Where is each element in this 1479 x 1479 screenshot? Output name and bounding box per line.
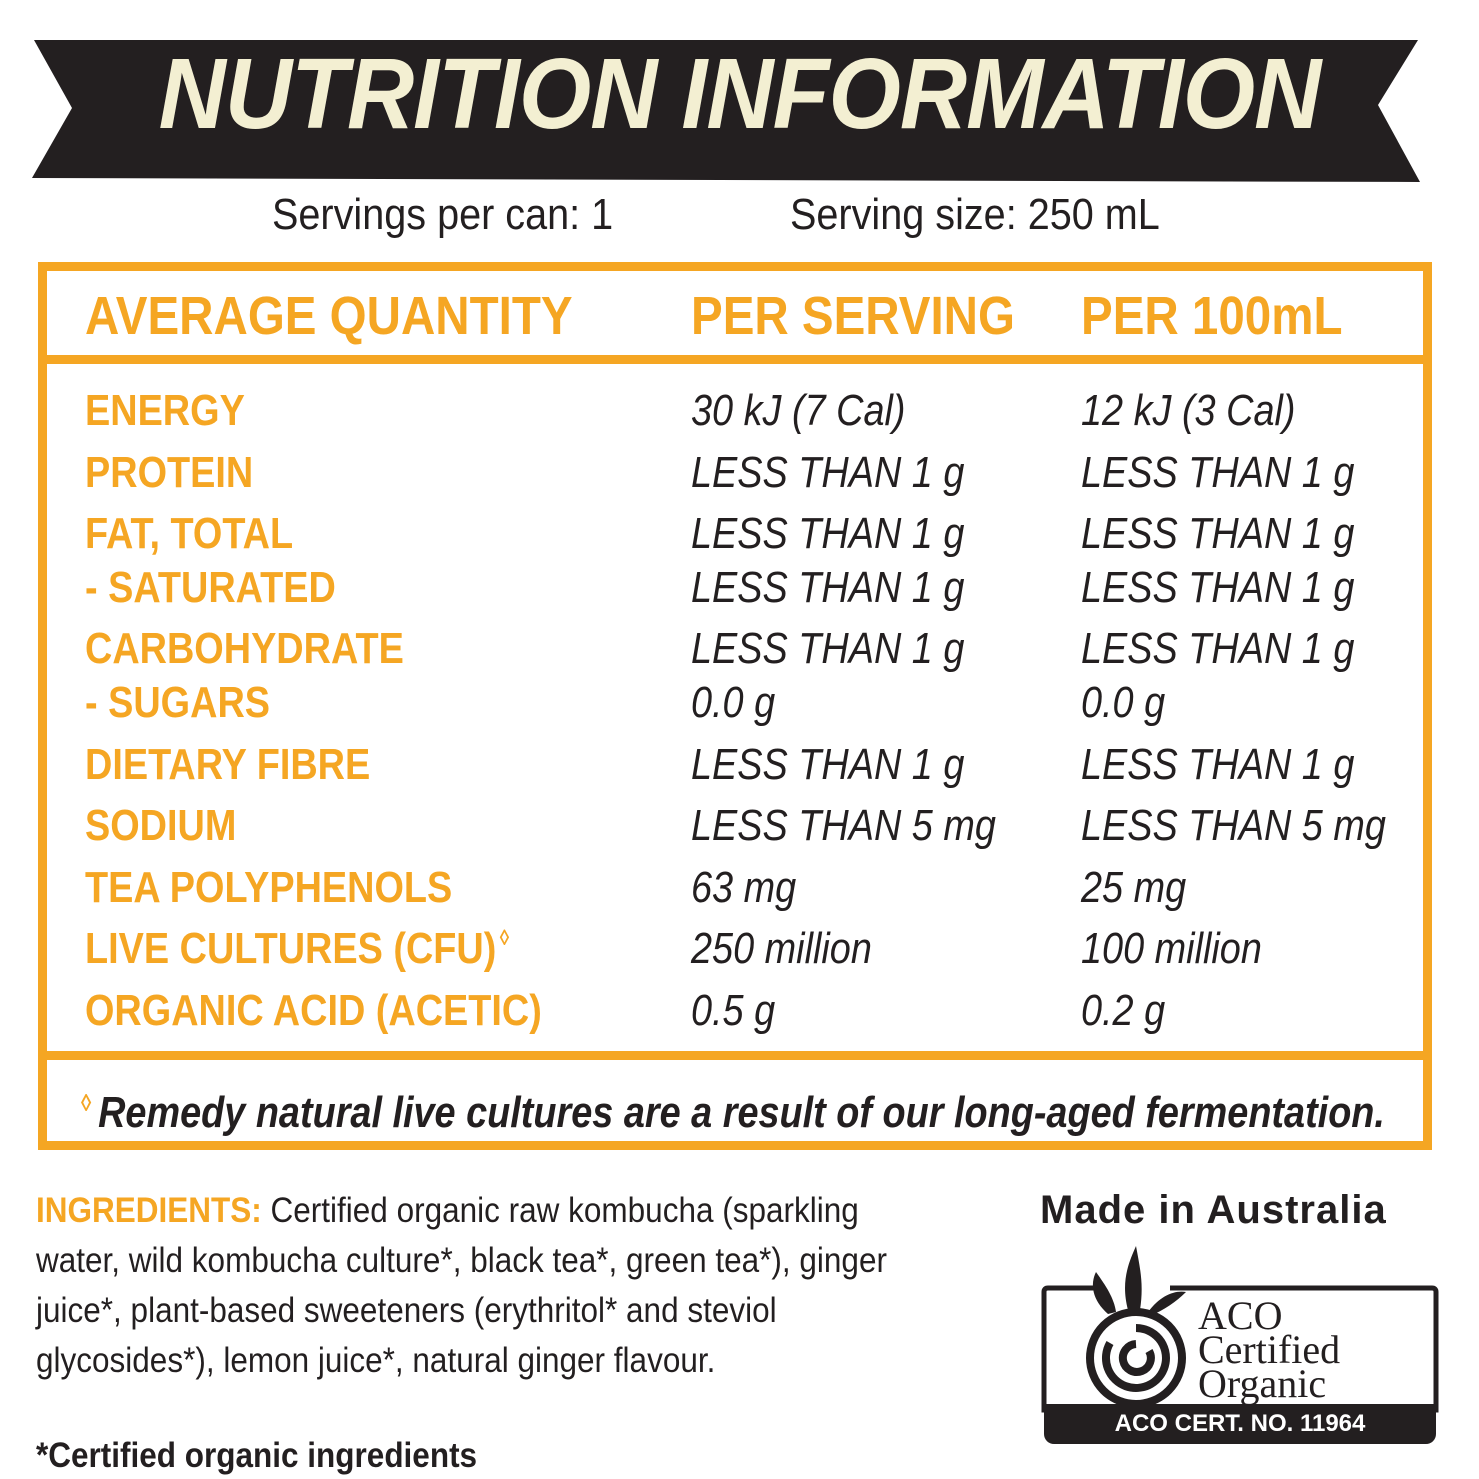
nutrient-label: ORGANIC ACID (ACETIC) [85,986,542,1035]
nutrient-label: SODIUM [85,801,237,850]
footnote-divider [47,1051,1423,1060]
per-100ml-value: 100 million [1081,924,1262,973]
nutrient-label: - SATURATED [85,563,336,612]
per-serving-value: 250 million [691,924,872,973]
serving-size: Serving size: 250 mL [790,190,1160,239]
per-100ml-value: LESS THAN 1 g [1081,448,1355,497]
nutrient-label: TEA POLYPHENOLS [85,863,453,912]
footnote-text: Remedy natural live cultures are a resul… [98,1088,1385,1137]
table-row: TEA POLYPHENOLS 63 mg 25 mg [47,866,1423,924]
ingredients-label: INGREDIENTS: [36,1191,262,1230]
table-row: LIVE CULTURES (CFU) ◊ 250 million 100 mil… [47,927,1423,985]
aco-line-3: Organic [1198,1361,1327,1406]
table-row: ORGANIC ACID (ACETIC) 0.5 g 0.2 g [47,989,1423,1047]
banner-ribbon-shape [32,40,1420,182]
nutrient-label-text: LIVE CULTURES (CFU) [85,924,497,973]
aco-certified-logo: ACO Certified Organic ACO CERT. NO. 1196… [1040,1240,1440,1450]
aco-line-1: ACO [1198,1293,1283,1338]
aco-cert-number: ACO CERT. NO. 11964 [1044,1404,1436,1444]
per-serving-value: LESS THAN 5 mg [691,801,996,850]
per-serving-value: 30 kJ (7 Cal) [691,386,906,435]
nutrient-label: CARBOHYDRATE [85,624,404,673]
table-row: FAT, TOTAL LESS THAN 1 g LESS THAN 1 g [47,512,1423,570]
per-100ml-value: 0.2 g [1081,986,1166,1035]
header-average-quantity: AVERAGE QUANTITY [85,286,573,346]
title-banner: NUTRITION INFORMATION [0,0,1479,190]
nutrient-label: ENERGY [85,386,245,435]
nutrient-label: FAT, TOTAL [85,509,294,558]
table-row: ENERGY 30 kJ (7 Cal) 12 kJ (3 Cal) [47,389,1423,447]
per-serving-value: LESS THAN 1 g [691,563,965,612]
ingredients: INGREDIENTS: Certified organic raw kombu… [36,1186,936,1386]
footnote-mark: ◊ [81,1090,92,1117]
nutrient-label: PROTEIN [85,448,254,497]
per-serving-value: 0.0 g [691,678,776,727]
per-100ml-value: LESS THAN 1 g [1081,624,1355,673]
nutrition-table: AVERAGE QUANTITY PER SERVING PER 100mL E… [38,262,1432,1150]
per-serving-value: LESS THAN 1 g [691,448,965,497]
table-row: CARBOHYDRATE LESS THAN 1 g LESS THAN 1 g [47,627,1423,685]
certified-organic-note: *Certified organic ingredients [36,1436,478,1475]
table-row: - SUGARS 0.0 g 0.0 g [47,681,1423,739]
per-serving-value: 63 mg [691,863,797,912]
per-100ml-value: 12 kJ (3 Cal) [1081,386,1296,435]
footnote-mark-icon: ◊ [499,925,510,950]
per-serving-value: LESS THAN 1 g [691,624,965,673]
aco-line-2: Certified [1198,1327,1341,1372]
per-100ml-value: 25 mg [1081,863,1187,912]
table-row: - SATURATED LESS THAN 1 g LESS THAN 1 g [47,566,1423,624]
per-serving-value: LESS THAN 1 g [691,509,965,558]
header-per-serving: PER SERVING [691,286,1015,346]
per-100ml-value: 0.0 g [1081,678,1166,727]
table-row: SODIUM LESS THAN 5 mg LESS THAN 5 mg [47,804,1423,862]
nutrient-label: LIVE CULTURES (CFU) ◊ [85,927,509,971]
per-100ml-value: LESS THAN 1 g [1081,509,1355,558]
table-row: DIETARY FIBRE LESS THAN 1 g LESS THAN 1 … [47,743,1423,801]
servings-per-can: Servings per can: 1 [272,190,614,239]
nutrient-label: DIETARY FIBRE [85,740,371,789]
footnote: ◊ Remedy natural live cultures are a resu… [81,1091,1385,1135]
per-100ml-value: LESS THAN 1 g [1081,740,1355,789]
per-100ml-value: LESS THAN 1 g [1081,563,1355,612]
page-title: NUTRITION INFORMATION [158,38,1322,150]
header-divider [47,355,1423,364]
header-per-100ml: PER 100mL [1081,286,1343,346]
nutrient-label: - SUGARS [85,678,271,727]
per-serving-value: LESS THAN 1 g [691,740,965,789]
made-in-australia: Made in Australia [1040,1188,1387,1232]
per-100ml-value: LESS THAN 5 mg [1081,801,1386,850]
per-serving-value: 0.5 g [691,986,776,1035]
ingredients-text: Certified organic raw kombucha (sparklin… [36,1191,887,1380]
table-row: PROTEIN LESS THAN 1 g LESS THAN 1 g [47,451,1423,509]
